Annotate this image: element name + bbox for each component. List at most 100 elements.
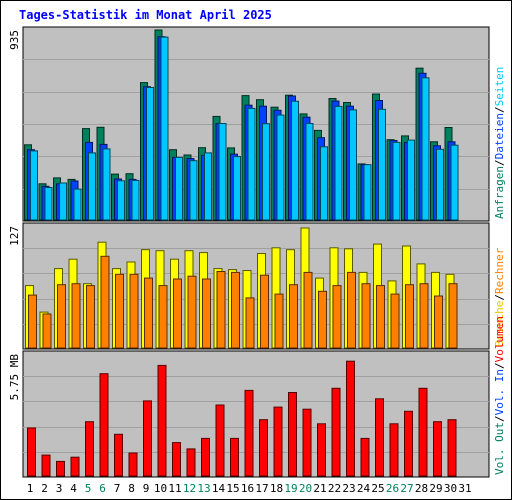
bar-rechner-day-16	[245, 297, 255, 349]
bar-seiten-day-3	[59, 182, 67, 221]
side-label-group-1: Anfragen/Dateien/Seiten	[493, 67, 506, 219]
bar-seiten-day-27	[407, 139, 415, 221]
bar-rechner-day-10	[158, 285, 168, 349]
bar-volumen-day-1	[27, 427, 36, 477]
side-label-separator: /	[493, 106, 506, 113]
bar-rechner-day-4	[71, 283, 81, 349]
side-legend: Anfragen/Dateien/SeitenBesuche/RechnerVo…	[493, 67, 506, 475]
bar-seiten-day-28	[421, 77, 430, 221]
x-tick-label: 22	[328, 482, 341, 495]
x-tick-label: 26	[386, 482, 399, 495]
bar-seiten-day-20	[305, 123, 314, 221]
bar-seiten-day-23	[349, 109, 357, 221]
bar-seiten-day-17	[262, 123, 270, 221]
x-tick-label: 13	[197, 482, 210, 495]
side-label-rechner: Rechner	[493, 247, 506, 294]
bar-seiten-day-8	[131, 179, 140, 221]
bar-seiten-day-21	[320, 146, 328, 221]
bar-seiten-day-7	[117, 180, 125, 221]
x-tick-label: 5	[85, 482, 92, 495]
bar-volumen-day-20	[302, 408, 312, 477]
bar-seiten-day-5	[88, 152, 96, 221]
x-tick-label: 16	[241, 482, 254, 495]
bar-volumen-day-10	[157, 364, 167, 477]
bar-volumen-day-30	[447, 419, 457, 477]
x-tick-label: 25	[371, 482, 384, 495]
side-label-separator: /	[493, 362, 506, 369]
y-max-label: 935	[8, 30, 21, 50]
bar-rechner-day-18	[274, 293, 284, 349]
bar-rechner-day-17	[260, 274, 269, 349]
bar-rechner-day-2	[42, 313, 52, 349]
bar-rechner-day-14	[216, 271, 226, 349]
bar-volumen-day-19	[288, 392, 297, 477]
bar-rechner-day-19	[289, 284, 298, 349]
side-label-group-2: Besuche/Rechner	[493, 247, 506, 347]
bar-volumen-day-3	[56, 460, 65, 477]
bar-rechner-day-9	[144, 277, 153, 349]
side-label-anfragen: Anfragen	[493, 166, 506, 219]
bar-volumen-day-13	[201, 437, 210, 477]
bar-rechner-day-6	[100, 255, 110, 349]
bar-volumen-day-16	[244, 389, 254, 477]
bar-rechner-day-3	[57, 284, 66, 349]
bar-volumen-day-26	[389, 423, 399, 477]
bar-seiten-day-14	[218, 123, 227, 221]
x-tick-label: 17	[255, 482, 268, 495]
bar-volumen-day-6	[99, 373, 109, 477]
bar-rechner-day-13	[202, 278, 211, 349]
bar-volumen-day-9	[143, 400, 152, 477]
x-tick-label: 19	[284, 482, 297, 495]
bar-seiten-day-15	[233, 156, 241, 221]
bar-rechner-day-21	[318, 290, 327, 349]
side-label-group-3: Vol. Out/Vol. In/Volumen	[493, 316, 506, 475]
x-tick-label: 31	[458, 482, 471, 495]
x-tick-label: 20	[299, 482, 312, 495]
bar-rechner-day-30	[448, 283, 458, 349]
side-label-vol-in: Vol. In	[493, 369, 506, 415]
x-tick-label: 7	[114, 482, 121, 495]
x-tick-label: 11	[168, 482, 181, 495]
bar-seiten-day-26	[392, 141, 401, 221]
bar-seiten-day-12	[189, 160, 198, 221]
x-tick-label: 8	[128, 482, 135, 495]
bar-volumen-day-24	[360, 437, 370, 477]
x-tick-label: 27	[400, 482, 413, 495]
side-label-vol-out: Vol. Out	[493, 422, 506, 475]
bar-volumen-day-29	[433, 421, 442, 477]
side-label-seiten: Seiten	[493, 67, 506, 107]
bar-volumen-day-22	[331, 387, 341, 477]
panel-3: 5.75 MB	[8, 350, 490, 478]
bar-rechner-day-24	[361, 283, 371, 349]
bar-seiten-day-13	[204, 152, 212, 221]
x-tick-label: 2	[41, 482, 48, 495]
x-tick-label: 23	[342, 482, 355, 495]
bar-volumen-day-4	[70, 456, 80, 477]
bar-rechner-day-11	[173, 278, 182, 349]
bar-seiten-day-2	[44, 187, 53, 221]
x-tick-label: 24	[357, 482, 371, 495]
bar-rechner-day-28	[419, 283, 429, 349]
x-tick-label: 21	[313, 482, 326, 495]
bar-rechner-day-20	[303, 271, 313, 349]
x-tick-label: 10	[154, 482, 167, 495]
bar-seiten-day-30	[450, 144, 459, 221]
bar-volumen-day-18	[273, 406, 283, 477]
bar-rechner-day-1	[28, 294, 37, 349]
bar-rechner-day-27	[405, 284, 414, 349]
bar-seiten-day-11	[175, 156, 183, 221]
side-label-volumen: Volumen	[493, 316, 506, 362]
y-max-label: 5.75 MB	[8, 354, 21, 401]
bar-rechner-day-8	[129, 273, 139, 349]
bar-volumen-day-23	[346, 360, 355, 477]
bar-seiten-day-9	[146, 87, 154, 221]
bar-seiten-day-10	[160, 36, 169, 221]
bar-volumen-day-11	[172, 442, 181, 477]
bar-seiten-day-19	[291, 100, 299, 221]
x-tick-label: 4	[70, 482, 77, 495]
bar-seiten-day-6	[102, 148, 111, 221]
bar-volumen-day-2	[41, 454, 51, 477]
bar-volumen-day-12	[186, 448, 196, 477]
bar-volumen-day-17	[259, 419, 268, 477]
